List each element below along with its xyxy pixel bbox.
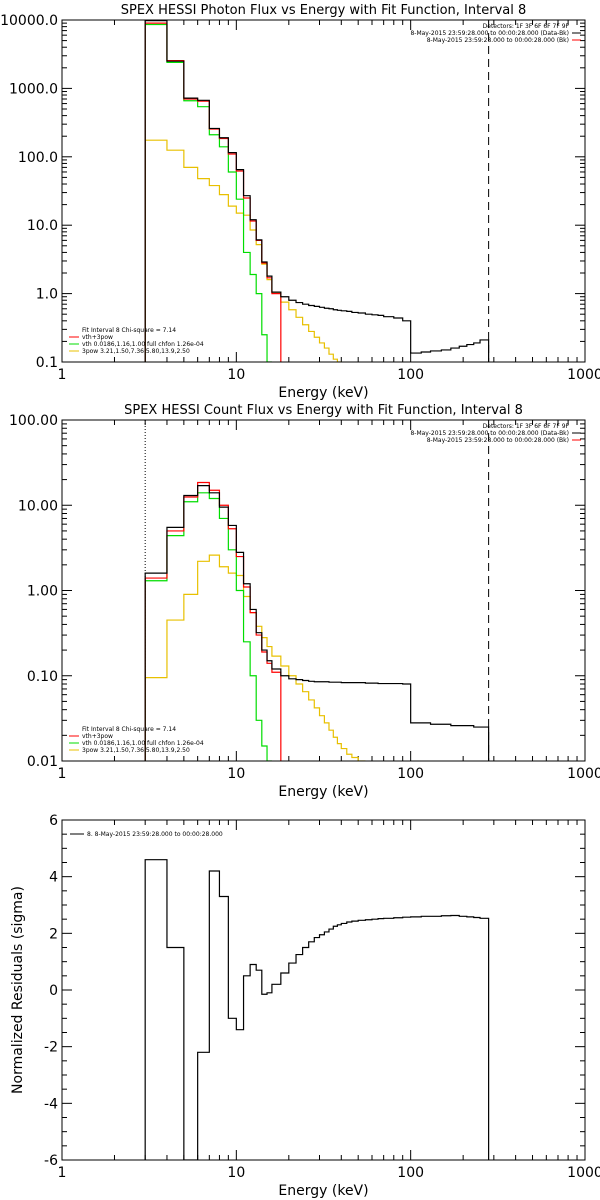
legend-fit-entry: vth+3pow bbox=[82, 733, 113, 740]
y-tick-label: 10.00 bbox=[18, 498, 58, 514]
series-line-black bbox=[144, 485, 490, 761]
series-group bbox=[144, 481, 490, 761]
y-tick-label: 2 bbox=[49, 926, 58, 942]
x-tick-label: 1000 bbox=[567, 367, 600, 383]
x-tick-label: 1 bbox=[58, 367, 67, 383]
y-tick-label: 0 bbox=[49, 983, 58, 999]
y-tick-label: 0.10 bbox=[27, 669, 58, 685]
legend-fit-entry: 3pow 3.21,1.50,7.36,5.80,13.9,2.50 bbox=[82, 747, 190, 754]
count-flux-panel: SPEX HESSI Count Flux vs Energy with Fit… bbox=[9, 403, 600, 800]
legend-fit-entry: Fit Interval 8 Chi-square = 7.14 bbox=[82, 726, 176, 733]
x-axis-title: Energy (keV) bbox=[278, 784, 368, 800]
y-tick-label: 1.0 bbox=[36, 287, 58, 303]
legend-topright-entry: Detectors: 1F 3F 6F 6F 7F 9F bbox=[483, 423, 570, 430]
y-tick-label: 100.0 bbox=[18, 150, 58, 166]
legend-topright-entry: Detectors: 1F 3F 6F 6F 7F 9F bbox=[483, 23, 570, 30]
y-tick-label: -4 bbox=[44, 1096, 58, 1112]
y-tick-label: -6 bbox=[44, 1153, 58, 1169]
legend-fit-entry: Fit Interval 8 Chi-square = 7.14 bbox=[82, 327, 176, 334]
legend-fit-entry: 3pow 3.21,1.50,7.36,5.80,13.9,2.50 bbox=[82, 348, 190, 355]
plot-frame bbox=[61, 419, 586, 762]
photon-flux-panel: SPEX HESSI Photon Flux vs Energy with Fi… bbox=[0, 3, 600, 401]
legend-fit-entry: vth 0.0186,1.16,1.00 full chfon 1.26e-04 bbox=[82, 740, 204, 747]
x-tick-label: 10 bbox=[227, 1165, 245, 1181]
y-tick-label: 10000.0 bbox=[0, 13, 58, 29]
chart-title: SPEX HESSI Photon Flux vs Energy with Fi… bbox=[121, 3, 527, 18]
plot-frame bbox=[61, 819, 586, 1161]
y-tick-label: 100.00 bbox=[9, 413, 58, 429]
y-tick-label: 4 bbox=[49, 870, 58, 886]
y-tick-label: 6 bbox=[49, 813, 58, 829]
legend-topright-entry: 8-May-2015 23:59:28.000 to 00:00:28.000 … bbox=[410, 30, 569, 37]
y-tick-label: -2 bbox=[44, 1040, 58, 1056]
series-line-red bbox=[144, 481, 282, 761]
legend-fit-entry: vth 0.0186,1.16,1.00 full chfon 1.26e-04 bbox=[82, 341, 204, 348]
x-tick-label: 10 bbox=[227, 766, 245, 782]
y-tick-label: 1.00 bbox=[27, 584, 58, 600]
y-tick-label: 0.01 bbox=[27, 754, 58, 770]
y-axis-title: Normalized Residuals (sigma) bbox=[10, 886, 26, 1094]
x-tick-label: 1 bbox=[58, 766, 67, 782]
legend-topright-entry: 8-May-2015 23:59:28.000 to 00:00:28.000 … bbox=[427, 37, 569, 44]
y-tick-label: 0.1 bbox=[36, 355, 58, 371]
legend-residual-entry: 8. 8-May-2015 23:59:28.000 to 00:00:28.0… bbox=[87, 831, 223, 838]
series-line-red bbox=[144, 22, 282, 362]
x-axis-title: Energy (keV) bbox=[278, 1183, 368, 1199]
y-tick-label: 1000.0 bbox=[9, 81, 58, 97]
y-tick-label: 10.0 bbox=[27, 218, 58, 234]
series-line-orange bbox=[144, 554, 366, 761]
x-tick-label: 100 bbox=[397, 766, 424, 782]
series-line-green bbox=[144, 23, 272, 362]
series-line-black bbox=[144, 859, 490, 1160]
x-tick-label: 10 bbox=[227, 367, 245, 383]
series-line-orange bbox=[144, 139, 342, 362]
x-tick-label: 100 bbox=[397, 367, 424, 383]
residuals-panel: 1 10 100 1000 -6 -4 -2 0 2 4 6 Energy (keV) Normaliz… bbox=[10, 813, 600, 1199]
series-group bbox=[144, 20, 490, 362]
x-tick-label: 1000 bbox=[567, 766, 600, 782]
legend-topright-entry: 8-May-2015 23:59:28.000 to 00:00:28.000 … bbox=[427, 437, 569, 444]
series-group bbox=[144, 859, 490, 1160]
chart-title: SPEX HESSI Count Flux vs Energy with Fit… bbox=[124, 403, 523, 418]
x-tick-label: 1 bbox=[58, 1165, 67, 1181]
plot-frame bbox=[61, 19, 586, 363]
legend-fit-entry: vth+3pow bbox=[82, 334, 113, 341]
series-line-black bbox=[144, 20, 490, 362]
x-axis-title: Energy (keV) bbox=[278, 385, 368, 401]
x-tick-label: 1000 bbox=[567, 1165, 600, 1181]
legend-topright-entry: 8-May-2015 23:59:28.000 to 00:00:28.000 … bbox=[410, 430, 569, 437]
series-line-green bbox=[144, 492, 272, 761]
x-tick-label: 100 bbox=[397, 1165, 424, 1181]
